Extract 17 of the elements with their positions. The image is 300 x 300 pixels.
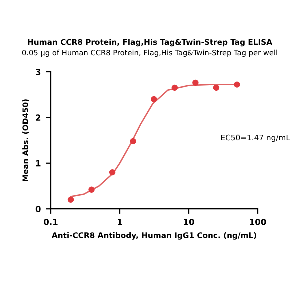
y-tick-label: 3	[36, 68, 41, 76]
x-tick-label: 1	[118, 219, 122, 226]
point	[151, 96, 158, 103]
point	[172, 84, 178, 92]
x-tick-label: 0.1	[44, 218, 58, 226]
y-tick-label: 0	[36, 206, 41, 212]
y-tick-label: 2	[36, 114, 41, 121]
point	[192, 80, 199, 86]
point	[213, 84, 220, 92]
point	[130, 138, 136, 145]
x-tick-label: 10	[184, 218, 194, 226]
y-tick-label: 1	[36, 160, 41, 167]
point	[68, 196, 74, 204]
point	[234, 82, 240, 88]
x-tick-label: 100	[250, 218, 266, 226]
point	[88, 186, 95, 194]
point	[109, 169, 116, 176]
